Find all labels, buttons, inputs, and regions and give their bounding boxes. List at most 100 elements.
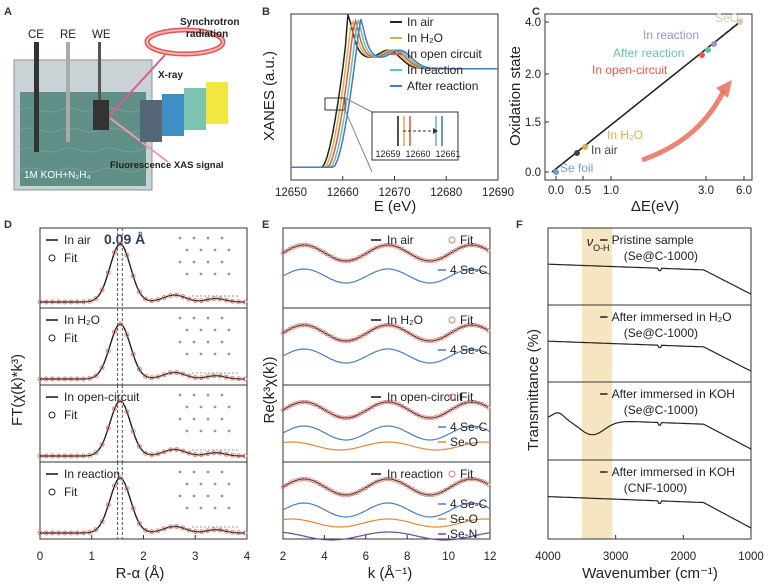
panel-d-fit-marker <box>149 452 155 458</box>
panel-d-data-line <box>40 400 245 457</box>
panel-d-atom <box>206 236 210 240</box>
panel-d-atom <box>185 405 189 409</box>
panel-d-fit-marker <box>118 241 124 247</box>
panel-f-spectrum-line <box>548 263 752 295</box>
panel-e-fit-marker <box>449 484 455 489</box>
panel-d-fit-marker <box>211 527 217 533</box>
panel-e-subplot-frame <box>282 461 491 540</box>
panel-e-fit-marker <box>320 483 325 488</box>
panel-e-fit-marker <box>284 248 289 254</box>
working-electrode <box>93 100 109 130</box>
panel-d-atom <box>227 429 231 433</box>
panel-d-fit-marker <box>242 530 248 536</box>
panel-d-fit-marker <box>112 483 117 489</box>
panel-d-atom <box>199 352 203 356</box>
panel-d-atom <box>206 340 210 344</box>
panel-letter-c: C <box>532 6 540 18</box>
panel-e-legend-marker <box>448 316 456 324</box>
panel-e-path-line <box>282 425 491 441</box>
panel-e-xlabel: k (Å⁻¹) <box>368 565 413 582</box>
panel-c-point-label: In air <box>591 143 618 157</box>
panel-d-fit-marker <box>56 376 62 382</box>
panel-f-xtick-label: 4000 <box>535 551 561 563</box>
panel-d-fit-marker <box>180 448 186 454</box>
panel-e-fit-label: Fit <box>460 390 474 404</box>
panel-e-path-line <box>282 268 491 284</box>
panel-e-fit-marker <box>486 482 491 487</box>
panel-d-atom <box>199 248 203 252</box>
panel-d-atom <box>220 236 224 240</box>
panel-d-atom <box>178 494 182 498</box>
panel-e-path-line <box>282 348 491 364</box>
panel-d-atom <box>227 482 231 486</box>
panel-c-xtick-label: 0.5 <box>575 185 591 197</box>
panel-e-fit-marker <box>313 402 319 408</box>
panel-d-fit-marker <box>124 409 130 415</box>
panel-d-xtick-label: 1 <box>89 551 95 563</box>
panel-d-fit-marker <box>112 329 117 335</box>
panel-d-atom <box>220 393 224 397</box>
panel-d-atom <box>192 316 196 320</box>
panel-c-ytick-label: 4.0 <box>525 17 541 29</box>
panel-d-fit-marker <box>49 299 55 305</box>
panel-d-fit-marker <box>87 452 93 458</box>
panel-e-fit-marker <box>482 326 488 331</box>
panel-e-fit-marker <box>370 404 375 409</box>
panel-e-fit-marker <box>413 334 418 340</box>
panel-d-atom <box>192 340 196 344</box>
panel-d-fit-marker <box>205 297 211 303</box>
panel-b-inset-tick: 12659 <box>375 149 400 159</box>
panel-d-fit-marker <box>136 520 142 526</box>
panel-e-fit-marker <box>363 251 368 256</box>
panel-e-fit-marker <box>403 405 408 411</box>
panel-d-atom <box>199 506 203 510</box>
panel-f-subplot-sample: (Se@C-1000) <box>624 326 698 340</box>
panel-f-xticks: 4000 3000 2000 1000 <box>535 535 764 563</box>
panel-f-band-sublabel: O-H <box>593 243 610 253</box>
panel-c-ytick-label: 0.0 <box>525 167 541 179</box>
panel-e-fit-marker <box>284 405 289 411</box>
panel-d-fit-marker <box>43 530 49 536</box>
panel-d-xlabel: R-α (Å) <box>116 565 165 582</box>
panel-e-fit-marker <box>443 254 448 259</box>
panel-d-fit-marker <box>230 375 235 381</box>
panel-d-atom <box>185 506 189 510</box>
water-ripples <box>19 107 148 173</box>
panel-d-fit-marker <box>37 453 43 459</box>
panel-d-xticks: 0 1 2 3 4 <box>37 535 251 563</box>
panel-d-fit-marker <box>74 299 80 305</box>
panel-e-fit-label: Fit <box>460 467 474 481</box>
panel-b-legend-label: In open circuit <box>407 47 482 61</box>
panel-d-fit-marker <box>186 373 192 379</box>
panel-e-fit-marker <box>366 249 372 254</box>
panel-e-fit-marker <box>482 480 488 485</box>
panel-c-point <box>699 52 705 58</box>
panel-d-fit-marker <box>223 451 229 457</box>
panel-d-fit-marker <box>136 366 142 372</box>
panel-e-legend-marker <box>448 393 456 401</box>
panel-e-path-label: Se-N <box>450 527 477 541</box>
panel-d-atom <box>227 272 231 276</box>
panel-e-fit-marker <box>323 485 329 490</box>
synchrotron-label: Synchrotron <box>180 17 239 28</box>
panel-letter-b: B <box>262 6 270 18</box>
panel-d-atom <box>192 393 196 397</box>
panel-d-fit-marker <box>236 376 242 382</box>
panel-e-fit-marker <box>356 255 362 260</box>
panel-f-ylabel: Transmittance (%) <box>525 329 542 451</box>
panel-f-subplot-title: After immersed in H₂O <box>612 310 732 324</box>
panel-d-fit-marker <box>62 453 68 459</box>
panel-d-fit-marker <box>105 502 111 508</box>
panel-d-fit-marker <box>56 530 62 536</box>
panel-e-path-line <box>282 502 491 518</box>
panel-letter-f: F <box>516 219 523 231</box>
panel-e-fit-marker <box>439 255 445 261</box>
panel-d-fit-marker <box>56 299 62 305</box>
panel-b-legend-label: In air <box>407 15 434 29</box>
panel-d-fit-marker <box>217 373 223 379</box>
panel-c-ticks: 0.0 0.5 1.0 3.0 6.0 0.0 1.5 2.0 4.0 <box>525 17 752 197</box>
panel-e-data-line <box>282 478 489 496</box>
panel-e-fit-marker <box>280 330 286 336</box>
